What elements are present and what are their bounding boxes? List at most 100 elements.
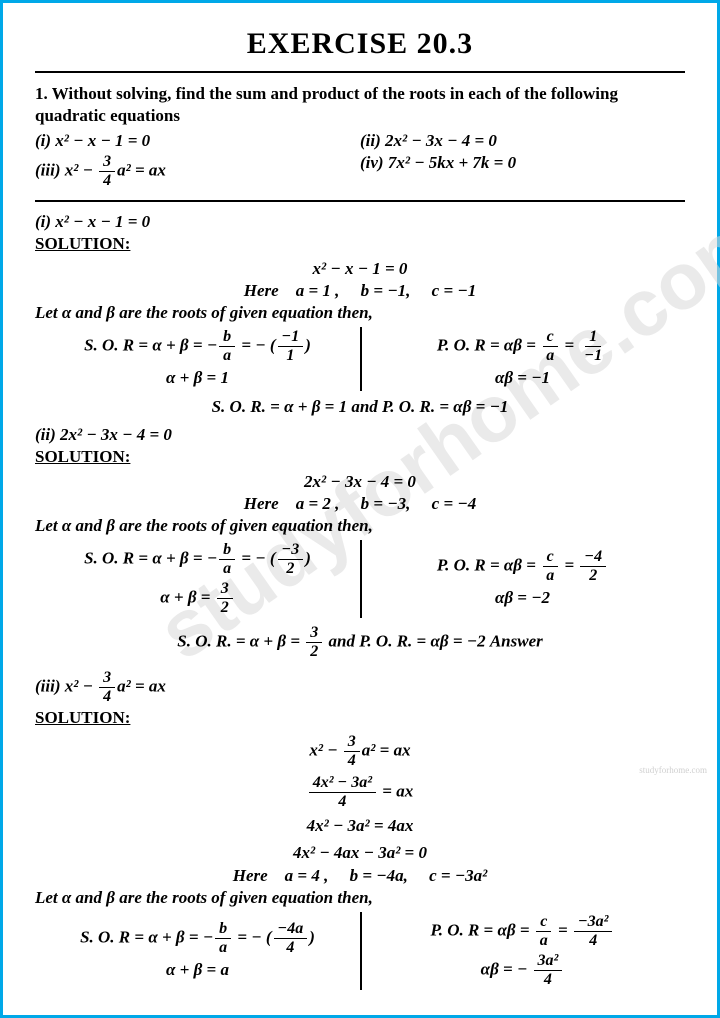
p2-por-cell: P. O. R = αβ = ca = −42 αβ = −2 — [360, 538, 685, 620]
p1-eq: x² − x − 1 = 0 — [35, 258, 685, 281]
p1-por-mid: = — [560, 336, 578, 355]
p2-ans-post: and P. O. R. = αβ = −2 Answer — [324, 631, 542, 650]
p3-a: a = 4 , — [285, 866, 329, 885]
p2-sor-num: b — [219, 541, 235, 560]
p2-ans-den: 2 — [306, 643, 322, 661]
p2-b: b = −3, — [361, 494, 411, 513]
p1-sor-den: a — [219, 347, 235, 365]
p2-sor-l2-num: 3 — [217, 580, 233, 599]
p1-por-cell: P. O. R = αβ = ca = 1−1 αβ = −1 — [360, 325, 685, 393]
p1-let: Let α and β are the roots of given equat… — [35, 301, 685, 325]
p2-sor-den: a — [219, 560, 235, 578]
p3-por-rnum: −3a² — [574, 913, 613, 932]
q-part-iii: (iii) x² − 34a² = ax — [35, 153, 360, 190]
p1-por-l2: αβ = −1 — [495, 366, 550, 391]
p1-c: c = −1 — [432, 281, 477, 300]
p3-por-l2: αβ = − 3a²4 — [481, 951, 565, 990]
p3-por-mid: = — [554, 920, 572, 939]
exercise-title: EXERCISE 20.3 — [35, 27, 685, 61]
p1-sor-l1: S. O. R = α + β = −ba = − (−11) — [84, 327, 311, 366]
p3-w4: 4x² − 4ax − 3a² = 0 — [293, 841, 427, 866]
p2-sor-mid: = − ( — [237, 548, 275, 567]
p2-por-pre: P. O. R = αβ = — [437, 555, 540, 574]
p3-w3: 4x² − 3a² = 4ax — [307, 814, 414, 839]
p3-sor-pden: 4 — [282, 939, 298, 957]
p3-por-l2-den: 4 — [540, 971, 556, 989]
p1-sor-num: b — [219, 328, 235, 347]
p2-sor-l2-den: 2 — [217, 599, 233, 617]
p1-divider — [360, 327, 362, 391]
p1-por-rnum: 1 — [585, 328, 601, 347]
p2-sor-l2: α + β = 32 — [160, 579, 235, 618]
p1-sor-pre: S. O. R = α + β = − — [84, 336, 217, 355]
p1-por-num: c — [543, 328, 558, 347]
p3-w2-post: = ax — [378, 781, 413, 800]
p1-por-pre: P. O. R = αβ = — [437, 336, 540, 355]
p3-por-l2-num: 3a² — [534, 952, 563, 971]
q-part-iv: (iv) 7x² − 5kx + 7k = 0 — [360, 153, 685, 190]
p1-por-den: a — [542, 347, 558, 365]
p1-here-pre: Here — [244, 281, 279, 300]
p3-w2-num: 4x² − 3a² — [309, 774, 376, 793]
p1-here: Here a = 1 , b = −1, c = −1 — [35, 281, 685, 301]
p3-por-l1: P. O. R = αβ = ca = −3a²4 — [431, 912, 615, 951]
q-iii-frac: 34 — [99, 153, 115, 190]
p2-two-col: S. O. R = α + β = −ba = − (−32) α + β = … — [35, 538, 685, 620]
p1-por-l1: P. O. R = αβ = ca = 1−1 — [437, 327, 608, 366]
p3-por-pre: P. O. R = αβ = — [431, 920, 534, 939]
p3-por-rden: 4 — [585, 932, 601, 950]
p1-a: a = 1 , — [296, 281, 340, 300]
q-part-ii: (ii) 2x² − 3x − 4 = 0 — [360, 131, 685, 151]
p1-sor-pden: 1 — [282, 347, 298, 365]
p3-h-pre: (iii) x² − — [35, 676, 97, 695]
p3-w1-num: 3 — [344, 733, 360, 752]
p2-sor-pnum: −3 — [278, 541, 304, 560]
q-iii-den: 4 — [99, 172, 115, 190]
p3-por-num: c — [536, 913, 551, 932]
p2-sor-post: ) — [305, 548, 311, 567]
p3-solution-label: SOLUTION: — [35, 706, 685, 732]
p3-sor-l2: α + β = a — [166, 958, 229, 983]
p2-c: c = −4 — [432, 494, 477, 513]
p3-w1-den: 4 — [344, 752, 360, 770]
q-iii-num: 3 — [99, 153, 115, 172]
p2-here: Here a = 2 , b = −3, c = −4 — [35, 494, 685, 514]
p2-sor-cell: S. O. R = α + β = −ba = − (−32) α + β = … — [35, 538, 360, 620]
p3-h-post: a² = ax — [117, 676, 166, 695]
p3-c: c = −3a² — [429, 866, 487, 885]
q-iii-pre: (iii) x² − — [35, 161, 97, 180]
p2-heading: (ii) 2x² − 3x − 4 = 0 — [35, 421, 685, 445]
question-intro: 1. Without solving, find the sum and pro… — [35, 79, 685, 127]
question-parts-grid: (i) x² − x − 1 = 0 (ii) 2x² − 3x − 4 = 0… — [35, 127, 685, 194]
p3-sor-pre: S. O. R = α + β = − — [80, 927, 213, 946]
rule-top — [35, 71, 685, 73]
p2-a: a = 2 , — [296, 494, 340, 513]
p3-sor-post: ) — [309, 927, 315, 946]
p3-por-l2-pre: αβ = − — [481, 959, 532, 978]
p3-h-den: 4 — [99, 688, 115, 706]
p3-work: x² − 34a² = ax 4x² − 3a² 4 = ax 4x² − 3a²… — [35, 732, 685, 866]
p2-let: Let α and β are the roots of given equat… — [35, 514, 685, 538]
p3-h-num: 3 — [99, 669, 115, 688]
p2-solution-label: SOLUTION: — [35, 445, 685, 471]
p3-w1-pre: x² − — [309, 740, 341, 759]
p2-sor-l1: S. O. R = α + β = −ba = − (−32) — [84, 540, 311, 579]
document-page: EXERCISE 20.3 1. Without solving, find t… — [3, 3, 717, 1012]
p2-eq: 2x² − 3x − 4 = 0 — [35, 471, 685, 494]
p3-w1: x² − 34a² = ax — [309, 732, 410, 771]
q-part-i: (i) x² − x − 1 = 0 — [35, 131, 360, 151]
p3-let: Let α and β are the roots of given equat… — [35, 886, 685, 910]
p2-sor-pre: S. O. R = α + β = − — [84, 548, 217, 567]
p1-sor-cell: S. O. R = α + β = −ba = − (−11) α + β = … — [35, 325, 360, 393]
p2-por-mid: = — [560, 555, 578, 574]
p1-b: b = −1, — [361, 281, 411, 300]
p2-por-num: c — [543, 548, 558, 567]
p3-heading: (iii) x² − 34a² = ax — [35, 665, 685, 706]
p3-sor-cell: S. O. R = α + β = −ba = − (−4a4) α + β =… — [35, 910, 360, 992]
p3-sor-den: a — [215, 939, 231, 957]
p1-sor-mid: = − ( — [237, 336, 275, 355]
p2-sor-pden: 2 — [282, 560, 298, 578]
p2-divider — [360, 540, 362, 618]
p3-por-den: a — [536, 932, 552, 950]
p1-sor-l2: α + β = 1 — [166, 366, 229, 391]
